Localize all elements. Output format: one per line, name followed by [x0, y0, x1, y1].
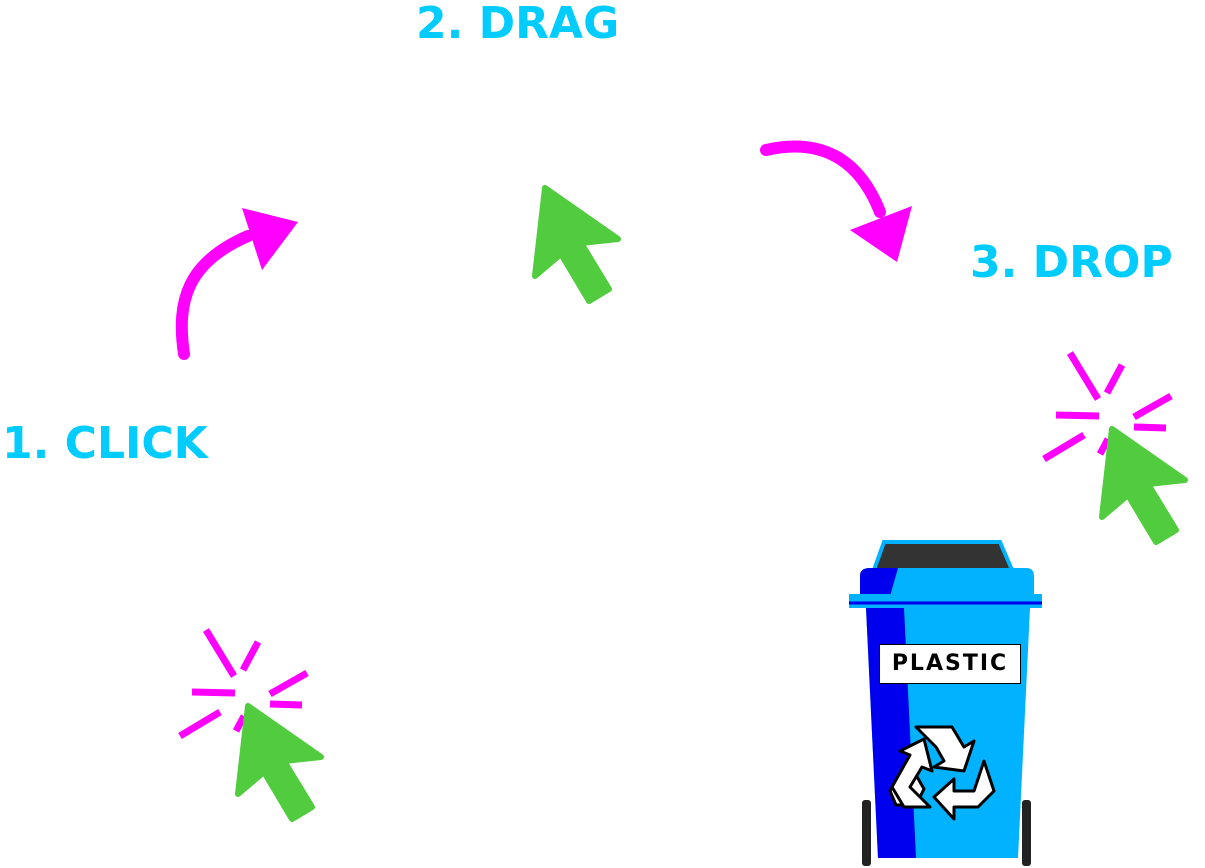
step-click-label: 1. CLICK	[2, 418, 208, 469]
step-drop-label: 3. DROP	[970, 237, 1173, 288]
recycle-icon	[888, 725, 996, 821]
cursor-icon	[535, 188, 618, 301]
curved-arrow-icon	[175, 208, 298, 360]
cursor-icon	[238, 706, 321, 819]
curved-arrow-icon	[760, 140, 912, 262]
step-drag-label: 2. DRAG	[416, 0, 620, 49]
cursor-icon	[1102, 429, 1185, 542]
bin-label: PLASTIC	[879, 644, 1021, 684]
recycling-bin	[849, 540, 1042, 866]
